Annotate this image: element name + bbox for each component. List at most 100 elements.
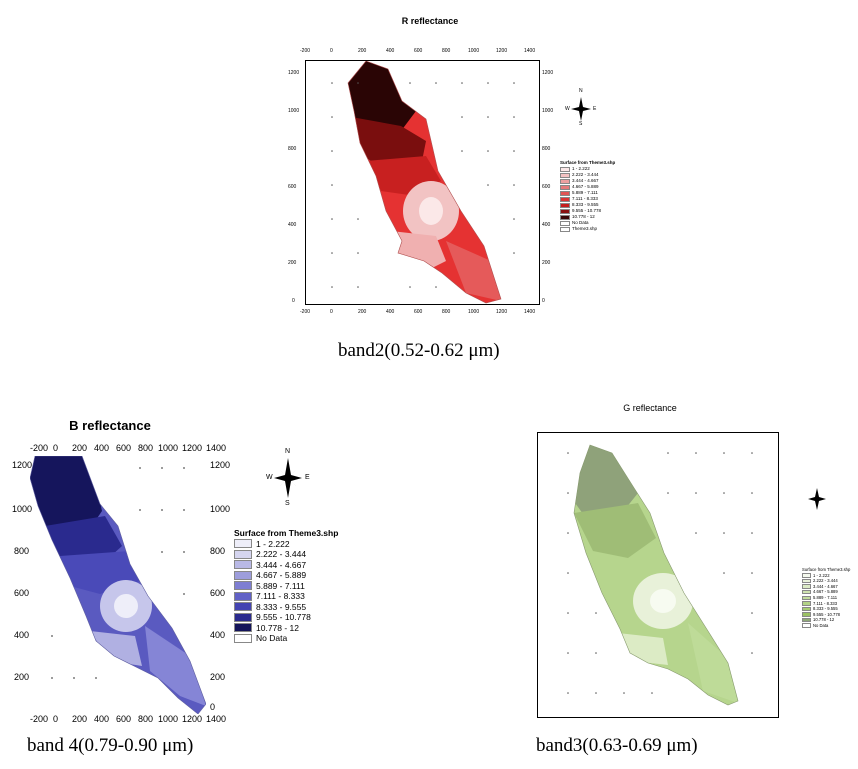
legend-item: 1 - 2.222 [234, 539, 338, 550]
y-tick-labels-left: 1200 1000 800 600 400 200 0 [288, 70, 304, 310]
legend-item: 8.333 - 9.555 [234, 602, 338, 613]
legend-swatch [560, 208, 570, 214]
x-tick-label: 1000 [158, 714, 179, 724]
legend-swatch [802, 617, 811, 623]
legend-item: 10.778 - 12 [560, 214, 615, 220]
legend-item: 5.889 - 7.111 [560, 190, 615, 196]
y-tick-label: 1000 [288, 108, 300, 114]
y-tick-label: 400 [210, 630, 226, 640]
legend-item: 4.667 - 5.889 [802, 589, 850, 595]
legend-label: 8.333 - 9.555 [813, 606, 838, 612]
legend-label: 5.889 - 7.111 [813, 594, 838, 600]
legend-label: 3.444 - 4.667 [256, 559, 307, 570]
legend-item: 4.667 - 5.889 [560, 184, 615, 190]
legend-swatch [234, 612, 252, 622]
legend-swatch [560, 166, 570, 172]
y-tick-label: 1200 [542, 70, 554, 76]
x-tick-label: 1200 [496, 48, 508, 54]
x-tick-label: 1400 [206, 443, 227, 453]
y-tick-label: 800 [14, 546, 30, 556]
legend-label: 7.111 - 8.333 [256, 591, 305, 601]
legend-label: 10.778 - 12 [256, 622, 300, 633]
y-tick-label: 1200 [210, 460, 231, 470]
map-caption: band3(0.63-0.69 μm) [536, 735, 698, 756]
legend-swatch [802, 606, 811, 612]
x-tick-label: 1000 [468, 309, 480, 315]
x-tick-label: 600 [116, 443, 132, 453]
legend-item: 2.222 - 3.444 [802, 578, 850, 584]
legend-item: No Data [234, 633, 338, 644]
y-tick-label: 800 [210, 546, 226, 556]
x-tick-label: 0 [330, 48, 333, 54]
region-surface-map [30, 456, 206, 714]
legend-item: 10.778 - 12 [234, 623, 338, 634]
x-tick-label: 800 [138, 443, 154, 453]
legend-swatch [802, 612, 811, 617]
legend-item: 2.222 - 3.444 [560, 172, 615, 178]
x-tick-label: 600 [414, 309, 423, 315]
x-tick-label: -200 [30, 443, 49, 453]
legend-swatch [234, 549, 252, 559]
legend-swatch [802, 584, 811, 589]
legend-swatch [560, 178, 570, 184]
legend-item: 7.111 - 8.333 [560, 196, 615, 202]
y-tick-label: 600 [210, 588, 226, 598]
legend-swatch [234, 633, 252, 643]
x-tick-label: 1000 [158, 443, 179, 453]
legend-label: 8.333 - 9.555 [572, 202, 599, 207]
legend-swatch [560, 226, 570, 232]
y-tick-label: 200 [14, 672, 30, 682]
map-legend: Surface from Theme3.shp 1 - 2.222 2.222 -… [560, 160, 615, 232]
legend-label: 4.667 - 5.889 [256, 570, 307, 580]
region-surface-map [567, 444, 753, 706]
legend-swatch [234, 539, 252, 549]
x-tick-label: 800 [442, 48, 451, 54]
map-title: G reflectance [623, 403, 677, 413]
compass-north: N [579, 88, 583, 94]
legend-swatch [234, 570, 252, 580]
legend-item: 3.444 - 4.667 [802, 584, 850, 590]
legend-swatch [560, 202, 570, 208]
x-tick-label: 1000 [468, 48, 480, 54]
x-tick-label: 800 [138, 714, 154, 724]
legend-item: 3.444 - 4.667 [560, 178, 615, 184]
legend-label: 1 - 2.222 [813, 572, 830, 578]
y-tick-label: 800 [288, 146, 297, 152]
legend-swatch [234, 581, 252, 591]
legend-label: 2.222 - 3.444 [256, 549, 307, 559]
x-tick-label: 400 [94, 714, 110, 724]
legend-item: 3.444 - 4.667 [234, 560, 338, 571]
x-tick-label: 0 [53, 714, 59, 724]
x-tick-label: 0 [330, 309, 333, 315]
legend-item: 8.333 - 9.555 [802, 606, 850, 612]
y-tick-label: 600 [14, 588, 30, 598]
y-tick-label: 1000 [12, 504, 33, 514]
x-tick-labels-top: -200 0 200 400 600 800 1000 1200 1400 [30, 443, 230, 455]
legend-label: 7.111 - 8.333 [813, 600, 838, 606]
legend-swatch [560, 184, 570, 190]
x-tick-label: 400 [386, 48, 395, 54]
x-tick-label: 200 [72, 714, 88, 724]
y-tick-label: 1000 [210, 504, 231, 514]
legend-swatch [560, 172, 570, 178]
legend-swatch [234, 591, 252, 601]
legend-label: No Data [813, 622, 829, 628]
legend-label: 1 - 2.222 [256, 538, 290, 549]
compass-east: E [593, 106, 597, 112]
x-tick-label: 1400 [524, 309, 536, 315]
legend-item: 2.222 - 3.444 [234, 549, 338, 560]
x-tick-label: 1200 [496, 309, 508, 315]
legend-item: 7.111 - 8.333 [802, 601, 850, 607]
map-caption: band2(0.52-0.62 μm) [338, 340, 500, 361]
legend-label: 10.778 - 12 [572, 214, 595, 219]
x-tick-labels-bottom: -200 0 200 400 600 800 1000 1200 1400 [30, 714, 230, 726]
legend-label: 1 - 2.222 [572, 166, 590, 171]
legend-item: 10.778 - 12 [802, 617, 850, 623]
legend-label: 9.555 - 10.778 [572, 208, 602, 213]
y-tick-label: 200 [210, 672, 226, 682]
legend-label: Theme3.shp [572, 226, 598, 231]
legend-label: 5.889 - 7.111 [572, 190, 598, 195]
compass-rose-icon [806, 484, 828, 514]
legend-label: 5.889 - 7.111 [256, 580, 305, 591]
y-tick-label: 1200 [288, 70, 300, 76]
